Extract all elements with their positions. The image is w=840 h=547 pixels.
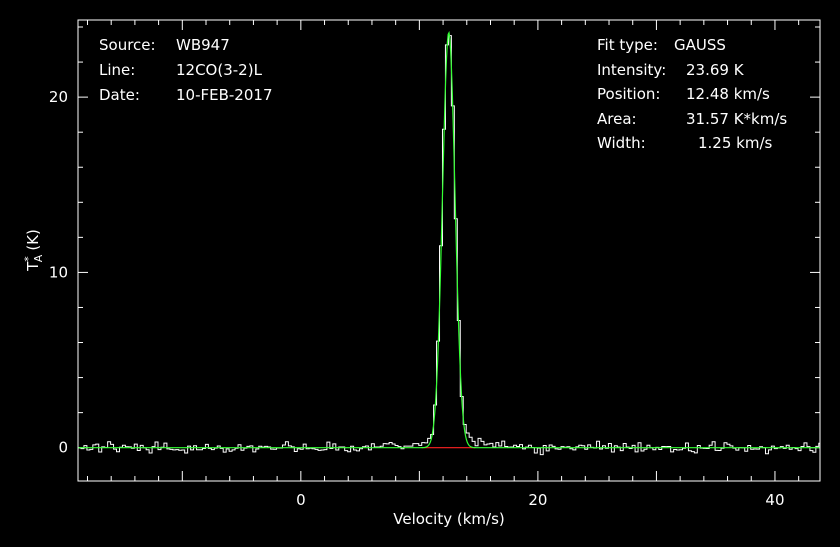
axis-ticks [78, 20, 820, 481]
y-axis-label-sup: * [22, 256, 35, 262]
x-tick-label: 0 [296, 491, 306, 509]
y-tick-label: 10 [49, 263, 68, 281]
fit-intensity-value: 23.69 K [686, 61, 745, 79]
fit-intensity-label: Intensity: [597, 61, 666, 79]
info-line-label: Line: [99, 61, 135, 79]
plot-frame [77, 19, 821, 482]
y-axis-label-base: T [24, 261, 42, 272]
x-axis-label: Velocity (km/s) [393, 510, 504, 528]
info-block-left: Source: WB947 Line: 12CO(3-2)L Date: 10-… [99, 36, 272, 104]
y-axis-label-sub: A [32, 254, 45, 262]
svg-text:T*A(K): T*A (K) [22, 229, 45, 272]
tick-labels: 0 20 40 0 10 20 [49, 88, 785, 509]
info-source-value: WB947 [176, 36, 230, 54]
fit-width-label: Width: [597, 134, 646, 152]
x-tick-label: 20 [528, 491, 547, 509]
info-date-label: Date: [99, 86, 140, 104]
fit-type-value: GAUSS [674, 36, 726, 54]
info-block-right: Fit type: GAUSS Intensity: 23.69 K Posit… [597, 36, 787, 152]
x-tick-label: 40 [765, 491, 784, 509]
fit-type-label: Fit type: [597, 36, 658, 54]
info-date-value: 10-FEB-2017 [176, 86, 272, 104]
info-source-label: Source: [99, 36, 156, 54]
y-axis-label: T*A (K) [22, 229, 45, 272]
fit-area-label: Area: [597, 110, 637, 128]
fit-width-value: 1.25 km/s [698, 134, 773, 152]
gaussian-fit-line [78, 30, 820, 449]
y-axis-label-unit: (K) [24, 229, 42, 251]
fit-position-value: 12.48 km/s [686, 85, 770, 103]
y-tick-label: 20 [49, 88, 68, 106]
info-line-value: 12CO(3-2)L [176, 61, 263, 79]
fit-position-label: Position: [597, 85, 660, 103]
y-tick-label: 0 [58, 439, 68, 457]
chart-series [78, 30, 820, 456]
fit-area-value: 31.57 K*km/s [686, 110, 787, 128]
